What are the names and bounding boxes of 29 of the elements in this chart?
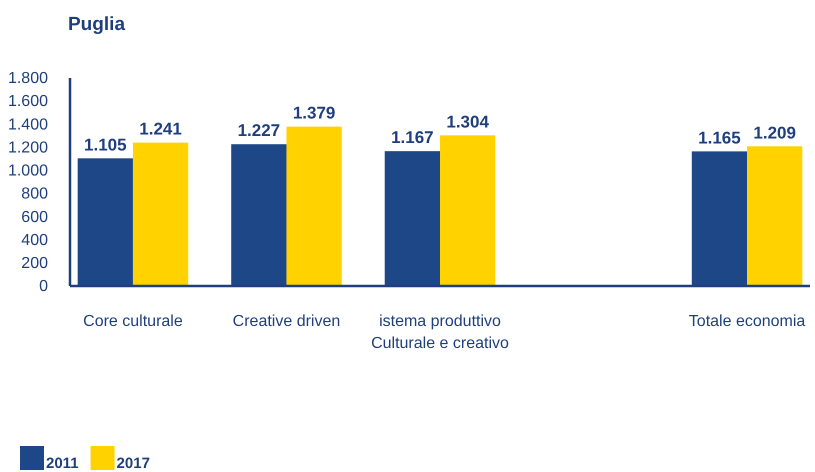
- data-label: 1.241: [139, 120, 182, 139]
- y-tick-label: 200: [21, 255, 48, 272]
- bar: [440, 135, 496, 286]
- x-tick-label: Totale economia: [688, 313, 806, 330]
- data-label: 1.167: [391, 128, 434, 148]
- y-tick-label: 800: [21, 186, 48, 203]
- data-label: 1.304: [446, 112, 490, 132]
- x-tick-label: istema produttivo Culturale e creativo: [371, 313, 510, 352]
- y-tick-label: 1.600: [8, 93, 48, 110]
- data-label: 1.209: [753, 123, 796, 142]
- y-tick-label: 600: [21, 208, 48, 226]
- legend-label: 2011: [46, 455, 79, 472]
- legend-label: 2017: [116, 455, 150, 472]
- data-label: 1.379: [292, 104, 336, 123]
- bar: [747, 146, 802, 286]
- chart-title: Puglia: [68, 14, 126, 35]
- data-label: 1.227: [238, 121, 280, 140]
- y-tick-label: 400: [21, 232, 48, 249]
- y-tick-label: 1.000: [8, 162, 48, 180]
- y-tick-label: 1.800: [8, 70, 48, 88]
- bar: [286, 126, 342, 286]
- y-tick-label: 1.200: [8, 139, 48, 156]
- x-tick-label: Creative driven: [232, 313, 340, 330]
- data-label: 1.165: [698, 128, 741, 148]
- y-tick-label: 1.400: [8, 116, 48, 134]
- data-label: 1.105: [84, 135, 127, 154]
- bar: [132, 142, 188, 286]
- y-tick-label: 0: [39, 278, 48, 296]
- x-tick-label: Core culturale: [83, 313, 183, 330]
